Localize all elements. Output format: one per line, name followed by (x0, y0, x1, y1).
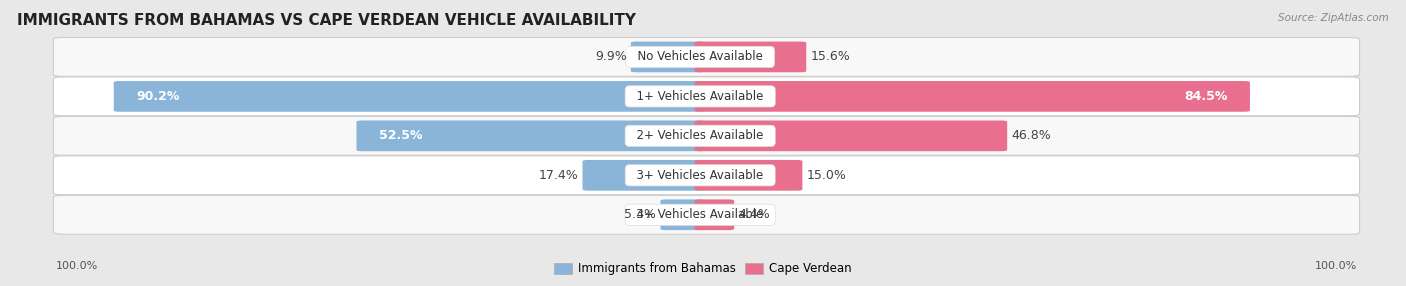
FancyBboxPatch shape (661, 199, 706, 230)
FancyBboxPatch shape (695, 81, 1250, 112)
FancyBboxPatch shape (631, 41, 706, 72)
FancyBboxPatch shape (53, 37, 1360, 76)
Text: No Vehicles Available: No Vehicles Available (630, 50, 770, 63)
FancyBboxPatch shape (695, 41, 806, 72)
Text: 15.6%: 15.6% (810, 50, 851, 63)
FancyBboxPatch shape (53, 195, 1360, 234)
Text: 52.5%: 52.5% (380, 129, 422, 142)
FancyBboxPatch shape (582, 160, 706, 191)
FancyBboxPatch shape (695, 160, 803, 191)
Legend: Immigrants from Bahamas, Cape Verdean: Immigrants from Bahamas, Cape Verdean (550, 258, 856, 280)
Text: 17.4%: 17.4% (538, 169, 578, 182)
FancyBboxPatch shape (114, 81, 706, 112)
Text: 84.5%: 84.5% (1184, 90, 1227, 103)
FancyBboxPatch shape (357, 120, 706, 151)
Text: 3+ Vehicles Available: 3+ Vehicles Available (630, 169, 770, 182)
Text: 5.3%: 5.3% (624, 208, 657, 221)
FancyBboxPatch shape (53, 77, 1360, 116)
Text: 9.9%: 9.9% (595, 50, 627, 63)
Text: Source: ZipAtlas.com: Source: ZipAtlas.com (1278, 13, 1389, 23)
Text: IMMIGRANTS FROM BAHAMAS VS CAPE VERDEAN VEHICLE AVAILABILITY: IMMIGRANTS FROM BAHAMAS VS CAPE VERDEAN … (17, 13, 636, 28)
FancyBboxPatch shape (695, 120, 1007, 151)
Text: 15.0%: 15.0% (807, 169, 846, 182)
Text: 1+ Vehicles Available: 1+ Vehicles Available (630, 90, 770, 103)
FancyBboxPatch shape (53, 156, 1360, 195)
Text: 100.0%: 100.0% (56, 261, 98, 271)
Text: 4+ Vehicles Available: 4+ Vehicles Available (630, 208, 770, 221)
Text: 46.8%: 46.8% (1011, 129, 1052, 142)
Text: 4.4%: 4.4% (738, 208, 770, 221)
Text: 2+ Vehicles Available: 2+ Vehicles Available (630, 129, 770, 142)
FancyBboxPatch shape (695, 199, 734, 230)
Text: 100.0%: 100.0% (1315, 261, 1357, 271)
Text: 90.2%: 90.2% (136, 90, 180, 103)
FancyBboxPatch shape (53, 116, 1360, 155)
